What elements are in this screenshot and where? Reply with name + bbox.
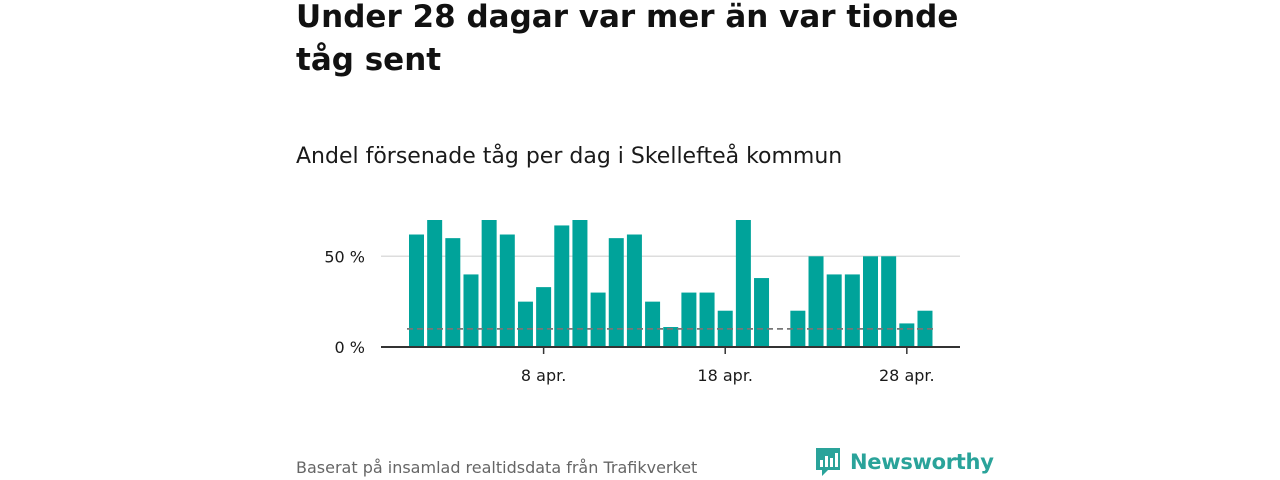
brand-name: Newsworthy [850,450,994,474]
bar [681,292,697,347]
bar-chart-speech-bubble-icon [816,448,840,476]
bar [590,292,606,347]
bar [463,274,479,347]
bars [409,220,933,347]
bar [826,274,842,347]
bar [735,220,751,347]
bar [409,234,424,347]
bar [572,220,588,347]
bar [917,310,933,347]
x-tick-label: 18 apr. [697,366,753,385]
bar [899,323,915,347]
bar [481,220,497,347]
bar [881,256,897,347]
bar [554,225,570,347]
headline: Under 28 dagar var mer än var tionde tåg… [296,0,959,78]
brand-logo: Newsworthy [814,446,994,478]
bar [645,301,661,347]
bar [608,238,624,347]
bar [844,274,860,347]
y-tick-label: 50 % [324,247,365,266]
bar [663,327,679,347]
x-tick-label: 8 apr. [521,366,566,385]
axes: 0 % 50 % 8 apr. 18 apr. 28 apr. [324,247,960,385]
bar [699,292,715,347]
bar [808,256,824,347]
bar [536,287,552,347]
x-tick-label: 28 apr. [879,366,935,385]
bar [717,310,733,347]
bar [754,278,770,347]
bar [626,234,642,347]
bar [863,256,878,347]
chart-subtitle: Andel försenade tåg per dag i Skellefteå… [296,144,843,169]
bar [427,220,443,347]
bar [517,301,533,347]
bar [445,238,461,347]
y-tick-label: 0 % [335,338,365,357]
source-note: Baserat på insamlad realtidsdata från Tr… [296,458,698,477]
bar [499,234,515,347]
